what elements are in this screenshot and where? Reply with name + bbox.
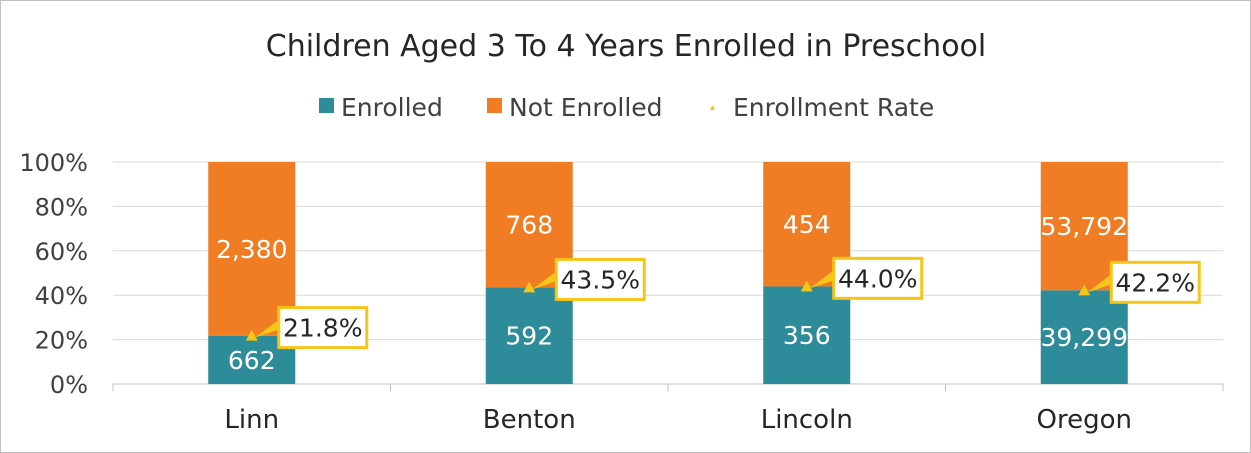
rate-label: 21.8% bbox=[283, 314, 362, 343]
rate-markers: 21.8% 43.5% 44.0% 42.2% bbox=[245, 256, 1201, 350]
y-tick-label: 20% bbox=[35, 327, 88, 355]
rate-callout-pointer bbox=[1087, 274, 1112, 293]
x-tick-label: Lincoln bbox=[761, 405, 853, 435]
legend-swatch-enrolled bbox=[319, 98, 334, 113]
rate-label: 44.0% bbox=[838, 264, 917, 293]
rate-callout-box bbox=[554, 257, 646, 301]
rate-callout-box bbox=[277, 306, 369, 350]
y-tick-label: 0% bbox=[50, 371, 88, 399]
data-label-not-enrolled: 454 bbox=[783, 210, 831, 239]
y-tick-label: 100% bbox=[19, 149, 88, 177]
rate-callout-box bbox=[1109, 260, 1201, 304]
y-tick-label: 40% bbox=[35, 282, 88, 310]
legend-label-rate: Enrollment Rate bbox=[733, 93, 934, 122]
bar-enrolled bbox=[763, 286, 851, 384]
data-label-not-enrolled: 768 bbox=[505, 211, 553, 240]
rate-callout-pointer bbox=[532, 271, 557, 290]
legend-label-not-enrolled: Not Enrolled bbox=[509, 93, 663, 122]
bar-enrolled bbox=[1040, 290, 1128, 384]
legend-swatch-not-enrolled bbox=[487, 98, 502, 113]
x-tick-label: Benton bbox=[483, 405, 576, 435]
y-tick-label: 80% bbox=[35, 193, 88, 221]
legend-marker-rate bbox=[710, 105, 715, 110]
y-tick-label: 60% bbox=[35, 238, 88, 266]
legend: Enrolled Not Enrolled Enrollment Rate bbox=[319, 93, 934, 122]
axes: 0% 20% 40% 60% 80% 100% Linn Benton Lincoln Orego… bbox=[19, 149, 1224, 435]
rate-callout-pointer bbox=[254, 319, 279, 338]
legend-label-enrolled: Enrolled bbox=[341, 93, 443, 122]
rate-label: 42.2% bbox=[1116, 268, 1195, 297]
rate-callout-box bbox=[832, 256, 924, 300]
data-label-enrolled: 356 bbox=[783, 321, 831, 350]
gridlines bbox=[113, 161, 1223, 341]
rate-marker bbox=[800, 280, 813, 292]
bar-enrolled bbox=[485, 287, 573, 384]
rate-marker bbox=[1078, 284, 1091, 296]
data-label-enrolled: 662 bbox=[228, 346, 276, 375]
rate-callout-pointer bbox=[809, 270, 834, 289]
rate-marker bbox=[523, 281, 536, 293]
data-label-not-enrolled: 53,792 bbox=[1041, 212, 1128, 241]
rate-label: 43.5% bbox=[561, 265, 640, 294]
data-label-enrolled: 592 bbox=[505, 322, 553, 351]
data-label-enrolled: 39,299 bbox=[1041, 323, 1128, 352]
data-label-not-enrolled: 2,380 bbox=[216, 235, 288, 264]
data-labels: 662 2,380 592 768 356 454 39,299 53,792 bbox=[216, 210, 1128, 375]
rate-marker bbox=[245, 329, 258, 341]
x-tick-label: Linn bbox=[224, 405, 279, 435]
x-tick-label: Oregon bbox=[1037, 405, 1132, 435]
bars bbox=[208, 162, 1128, 384]
chart-title: Children Aged 3 To 4 Years Enrolled in P… bbox=[266, 29, 986, 64]
